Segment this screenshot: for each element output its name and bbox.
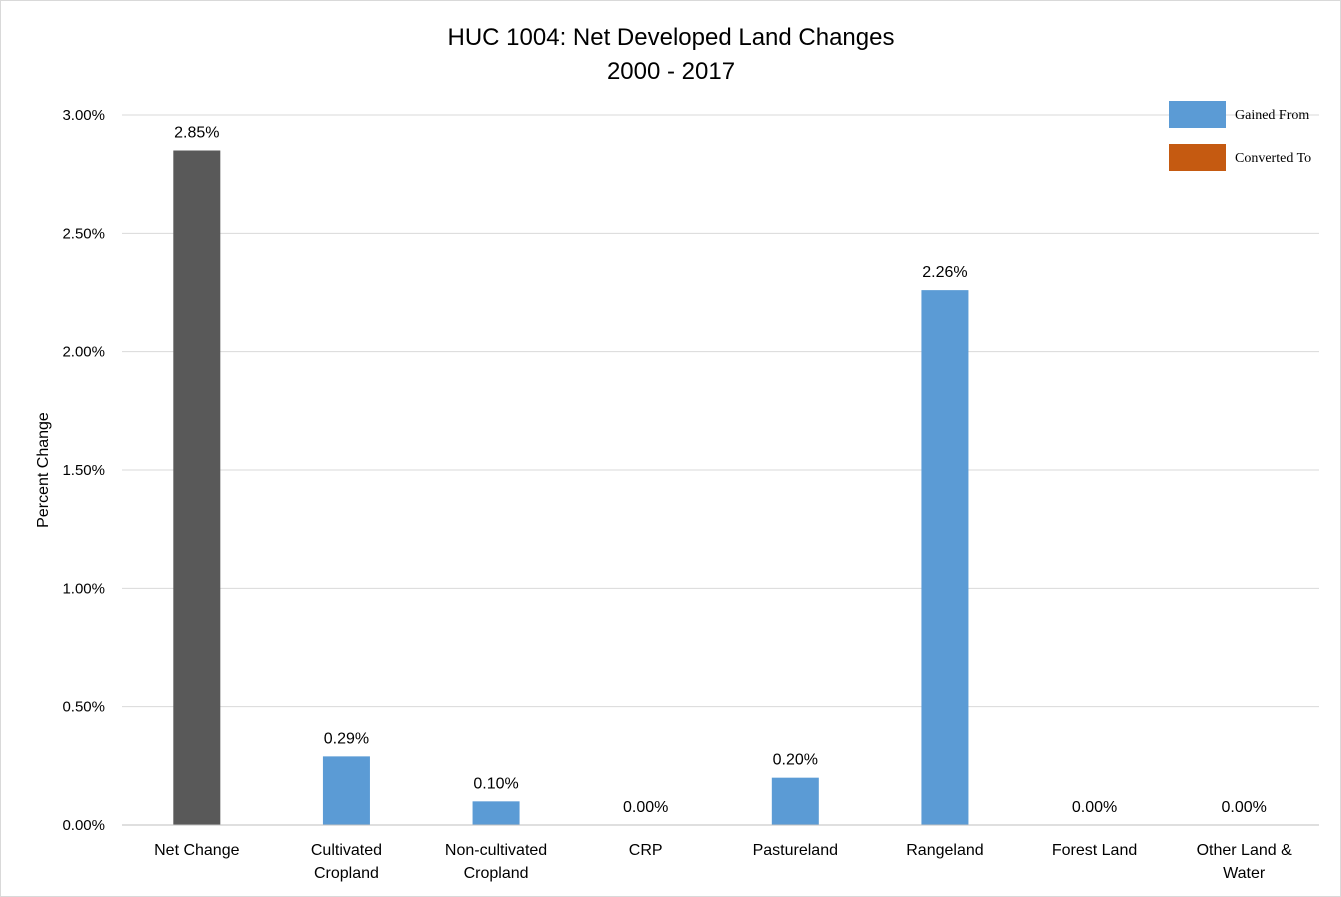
y-axis-ticks: 0.00% 0.50% 1.00% 1.50% 2.00% 2.50% 3.00% bbox=[62, 107, 105, 834]
category-label: Non-cultivated bbox=[445, 842, 547, 859]
bar bbox=[921, 290, 969, 826]
legend-swatch bbox=[1169, 144, 1226, 171]
bar bbox=[472, 801, 520, 825]
y-tick-label: 0.00% bbox=[62, 817, 105, 834]
category-labels: Net Change Cultivated Cropland Non-cultivat… bbox=[154, 842, 1292, 882]
bar bbox=[771, 777, 819, 825]
data-label: 0.00% bbox=[623, 799, 668, 816]
category-label: Water bbox=[1223, 865, 1266, 882]
category-label: Rangeland bbox=[906, 842, 983, 859]
chart-title-line: HUC 1004: Net Developed Land Changes bbox=[448, 24, 895, 51]
data-label: 0.00% bbox=[1072, 799, 1117, 816]
category-label: Net Change bbox=[154, 842, 239, 859]
legend-label: Gained From bbox=[1235, 108, 1309, 123]
chart-title: HUC 1004: Net Developed Land Changes 2000… bbox=[448, 24, 895, 85]
bar bbox=[173, 150, 221, 825]
category-label: Cropland bbox=[464, 865, 529, 882]
category-label: Forest Land bbox=[1052, 842, 1137, 859]
data-label: 0.10% bbox=[473, 775, 518, 792]
legend: Gained From Converted To bbox=[1169, 101, 1311, 171]
y-tick-label: 1.00% bbox=[62, 580, 105, 597]
category-label: Cropland bbox=[314, 865, 379, 882]
chart-title-line: 2000 - 2017 bbox=[607, 58, 735, 85]
y-tick-label: 0.50% bbox=[62, 699, 105, 716]
gridlines bbox=[122, 114, 1319, 708]
category-label: Cultivated bbox=[311, 842, 382, 859]
category-label: Other Land & bbox=[1197, 842, 1293, 859]
legend-label: Converted To bbox=[1235, 151, 1311, 166]
y-tick-label: 2.00% bbox=[62, 344, 105, 361]
data-label: 2.26% bbox=[922, 264, 967, 281]
y-axis-title: Percent Change bbox=[35, 412, 52, 528]
category-label: Pastureland bbox=[753, 842, 838, 859]
y-tick-label: 3.00% bbox=[62, 107, 105, 124]
data-label: 2.85% bbox=[174, 125, 219, 142]
data-label: 0.20% bbox=[773, 752, 818, 769]
data-label: 0.29% bbox=[324, 730, 369, 747]
data-labels: 2.85% 0.29% 0.10% 0.00% 0.20% 2.26% 0.00% 0.00% bbox=[174, 125, 1267, 817]
legend-swatch bbox=[1169, 101, 1226, 128]
y-axis-label: Percent Change bbox=[35, 412, 52, 528]
y-tick-label: 2.50% bbox=[62, 225, 105, 242]
category-label: CRP bbox=[629, 842, 663, 859]
bars bbox=[173, 150, 969, 826]
bar bbox=[322, 756, 370, 825]
data-label: 0.00% bbox=[1222, 799, 1267, 816]
y-tick-label: 1.50% bbox=[62, 462, 105, 479]
